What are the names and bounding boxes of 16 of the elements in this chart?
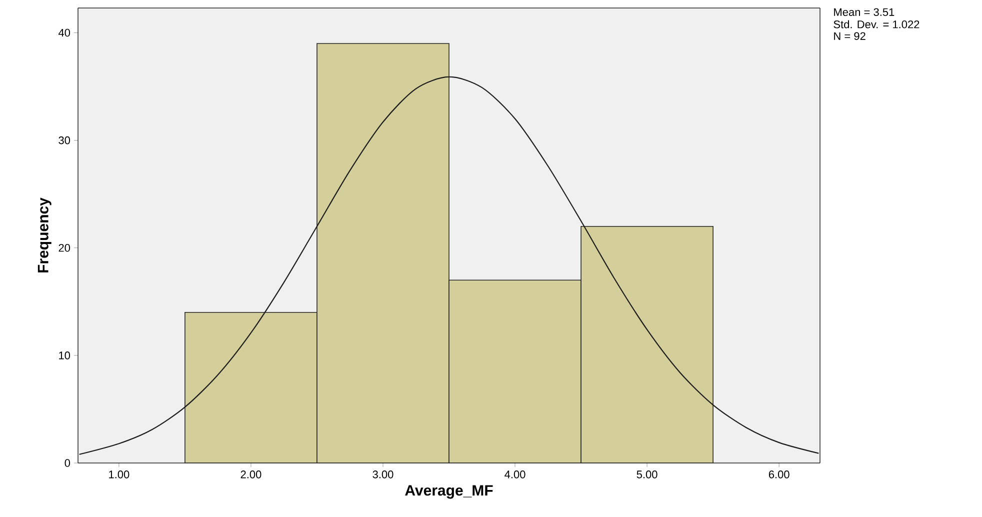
x-tick-label: 5.00 [636, 470, 658, 478]
x-tick-label: 3.00 [372, 470, 394, 478]
x-tick-label: 1.00 [109, 470, 130, 478]
y-tick-label: 10 [59, 352, 70, 360]
y-tick-label: 30 [58, 136, 70, 144]
text: Mean = 3.51 [834, 8, 894, 16]
y-tick-label: 20 [58, 244, 70, 252]
x-tick-label: 6.00 [768, 470, 790, 478]
text: Std. Dev. = 1.022 [834, 20, 920, 28]
y-tick-label: 0 [64, 459, 70, 467]
x-tick-label: 2.00 [240, 470, 262, 478]
y-axis-title: Frequency [38, 198, 52, 272]
y-tick-label: 40 [58, 28, 70, 37]
x-tick-label: 4.00 [504, 470, 526, 478]
x-axis-title: Average_MF [405, 485, 493, 499]
text: N = 92 [834, 32, 866, 40]
